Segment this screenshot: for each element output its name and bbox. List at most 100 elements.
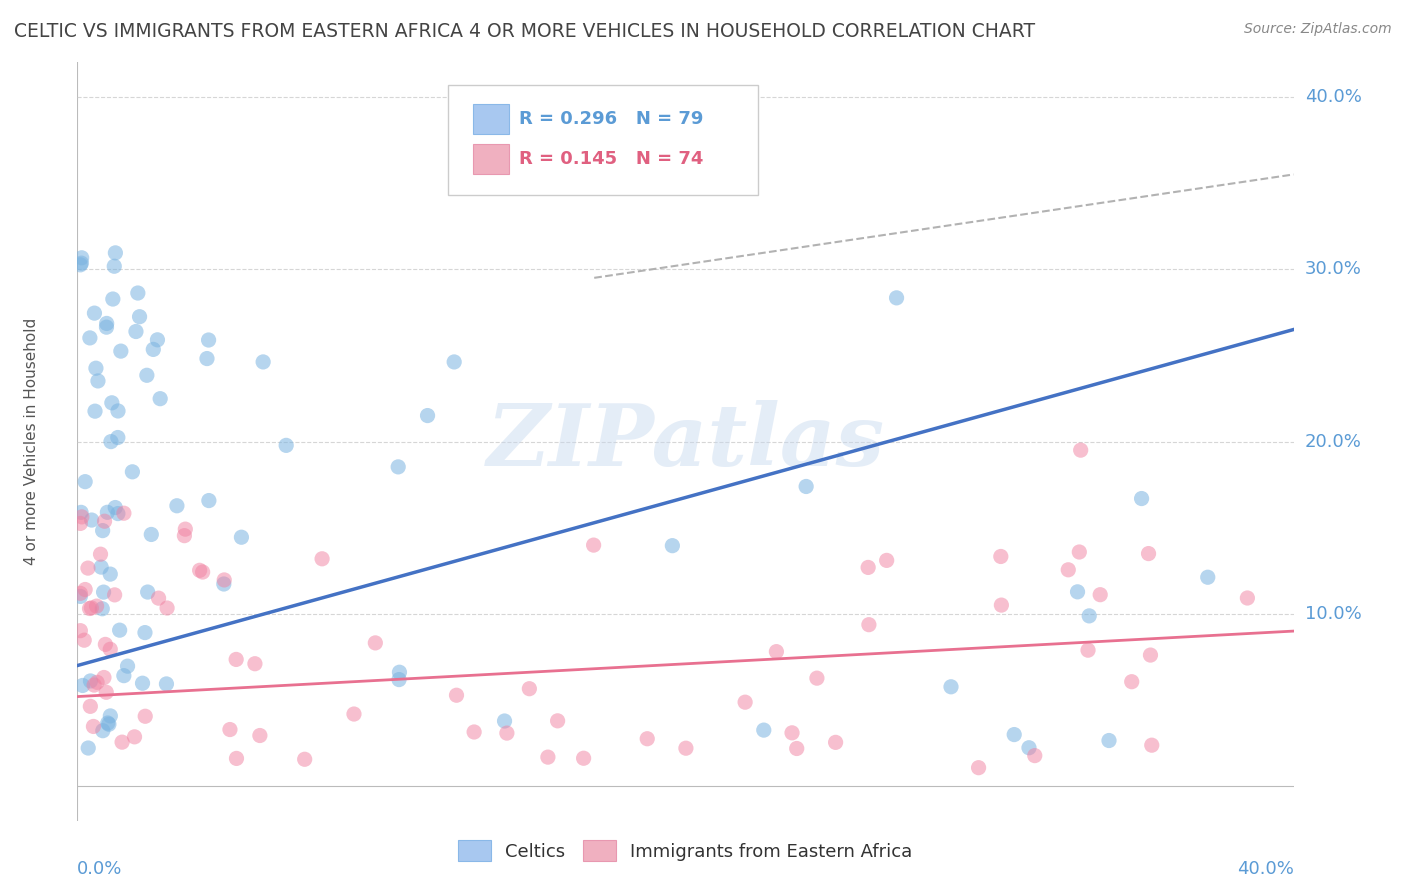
Point <box>1078 608 1101 623</box>
Point <box>547 714 569 728</box>
Point <box>97 716 120 731</box>
Text: 30.0%: 30.0% <box>1305 260 1361 278</box>
Point <box>188 563 211 577</box>
Point <box>87 374 110 388</box>
Point <box>231 530 253 544</box>
Point <box>104 245 127 260</box>
Point <box>806 671 828 685</box>
Point <box>243 657 266 671</box>
Point <box>1070 443 1092 458</box>
Point <box>79 601 101 615</box>
Point <box>249 729 271 743</box>
Point <box>1090 588 1112 602</box>
Point <box>276 438 298 452</box>
Point <box>111 735 134 749</box>
Point <box>734 695 756 709</box>
Point <box>388 673 411 687</box>
Bar <box>472 104 509 135</box>
Point <box>856 560 879 574</box>
Point <box>1024 748 1046 763</box>
Point <box>79 331 101 345</box>
Point <box>72 678 94 692</box>
Point <box>84 361 107 376</box>
Point <box>780 726 803 740</box>
Point <box>967 761 990 775</box>
Point <box>198 493 221 508</box>
Point <box>1077 643 1099 657</box>
Point <box>939 680 962 694</box>
Point <box>128 310 150 324</box>
Point <box>94 637 117 651</box>
Point <box>83 306 105 320</box>
Point <box>91 601 114 615</box>
Point <box>174 522 197 536</box>
Point <box>463 725 485 739</box>
Point <box>84 404 107 418</box>
Point <box>134 625 156 640</box>
Point <box>786 741 808 756</box>
Point <box>100 434 122 449</box>
Point <box>75 582 97 597</box>
Point <box>96 685 118 699</box>
Point <box>141 527 163 541</box>
Point <box>225 751 247 765</box>
Point <box>69 258 91 272</box>
Point <box>494 714 516 728</box>
Point <box>101 396 124 410</box>
Text: Source: ZipAtlas.com: Source: ZipAtlas.com <box>1244 22 1392 37</box>
Text: 10.0%: 10.0% <box>1305 605 1361 623</box>
Point <box>1002 728 1025 742</box>
Point <box>93 585 115 599</box>
Point <box>83 678 105 692</box>
Point <box>990 549 1012 564</box>
Point <box>108 623 131 637</box>
Point <box>136 585 159 599</box>
Point <box>1140 738 1163 752</box>
Point <box>294 752 316 766</box>
Point <box>125 325 148 339</box>
Point <box>219 723 242 737</box>
Point <box>661 539 683 553</box>
Point <box>96 505 118 519</box>
Point <box>311 551 333 566</box>
Point <box>388 665 411 680</box>
Point <box>886 291 908 305</box>
Point <box>117 659 139 673</box>
Point <box>443 355 465 369</box>
Point <box>1057 563 1080 577</box>
Point <box>135 368 157 383</box>
Point <box>89 547 111 561</box>
Point <box>537 750 560 764</box>
Point <box>1098 733 1121 747</box>
Point <box>70 509 93 524</box>
Point <box>69 516 91 531</box>
Point <box>91 524 114 538</box>
Point <box>343 706 366 721</box>
Point <box>69 590 91 604</box>
Point <box>876 553 898 567</box>
Point <box>1121 674 1143 689</box>
Point <box>582 538 605 552</box>
Text: R = 0.296   N = 79: R = 0.296 N = 79 <box>519 111 703 128</box>
Point <box>752 723 775 738</box>
Point <box>80 513 103 527</box>
Point <box>197 333 219 347</box>
Point <box>107 430 129 444</box>
Point <box>75 475 97 489</box>
Point <box>107 507 129 521</box>
Point <box>148 591 170 606</box>
Point <box>131 676 153 690</box>
Text: 40.0%: 40.0% <box>1237 860 1294 878</box>
Text: R = 0.145   N = 74: R = 0.145 N = 74 <box>519 150 703 168</box>
Point <box>77 741 100 756</box>
Point <box>1066 584 1088 599</box>
Point <box>73 633 96 648</box>
Point <box>134 709 156 723</box>
Point <box>195 351 218 366</box>
Point <box>1018 740 1040 755</box>
Point <box>990 598 1012 612</box>
Point <box>96 320 118 334</box>
Point <box>446 688 468 702</box>
Point <box>156 601 179 615</box>
Point <box>364 636 387 650</box>
